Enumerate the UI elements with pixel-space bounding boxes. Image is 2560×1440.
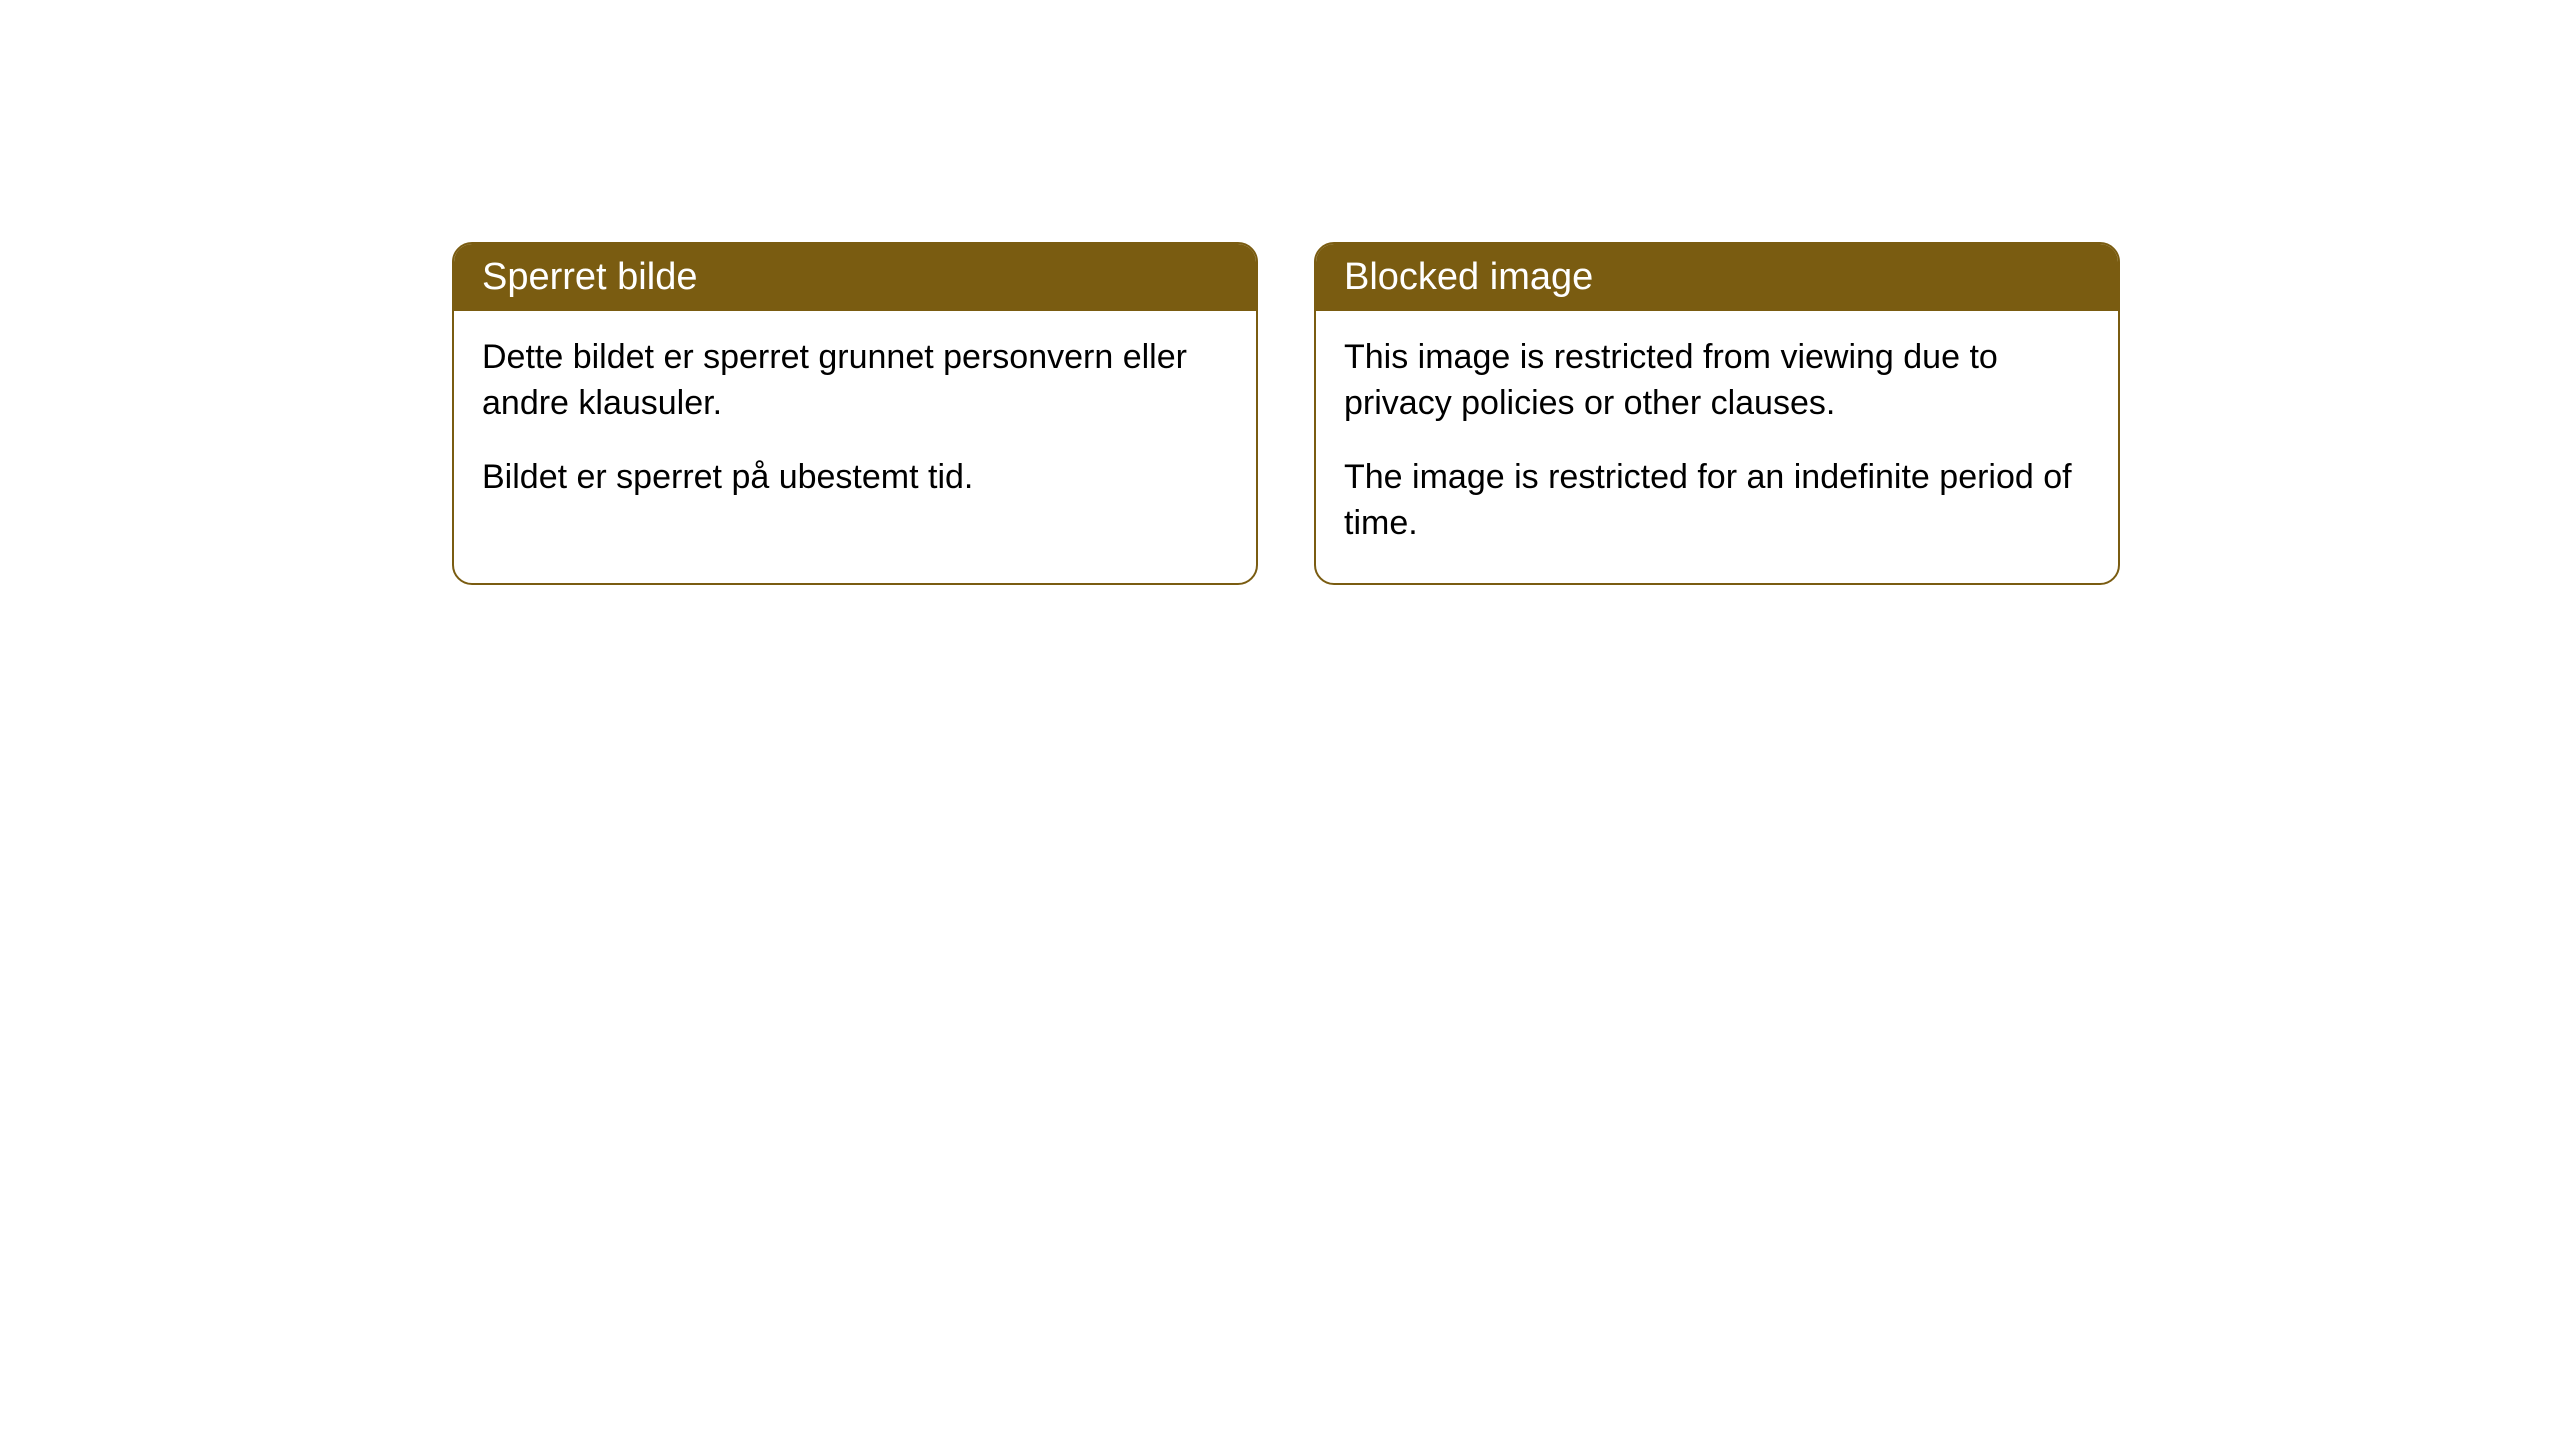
card-body: Dette bildet er sperret grunnet personve… <box>454 311 1256 537</box>
card-text-line-1: This image is restricted from viewing du… <box>1344 335 2090 427</box>
card-body: This image is restricted from viewing du… <box>1316 311 2118 583</box>
card-header: Blocked image <box>1316 244 2118 311</box>
blocked-image-card-norwegian: Sperret bilde Dette bildet er sperret gr… <box>452 242 1258 585</box>
notice-cards-container: Sperret bilde Dette bildet er sperret gr… <box>0 0 2560 585</box>
blocked-image-card-english: Blocked image This image is restricted f… <box>1314 242 2120 585</box>
card-text-line-1: Dette bildet er sperret grunnet personve… <box>482 335 1228 427</box>
card-text-line-2: The image is restricted for an indefinit… <box>1344 455 2090 547</box>
card-text-line-2: Bildet er sperret på ubestemt tid. <box>482 455 1228 501</box>
card-header: Sperret bilde <box>454 244 1256 311</box>
